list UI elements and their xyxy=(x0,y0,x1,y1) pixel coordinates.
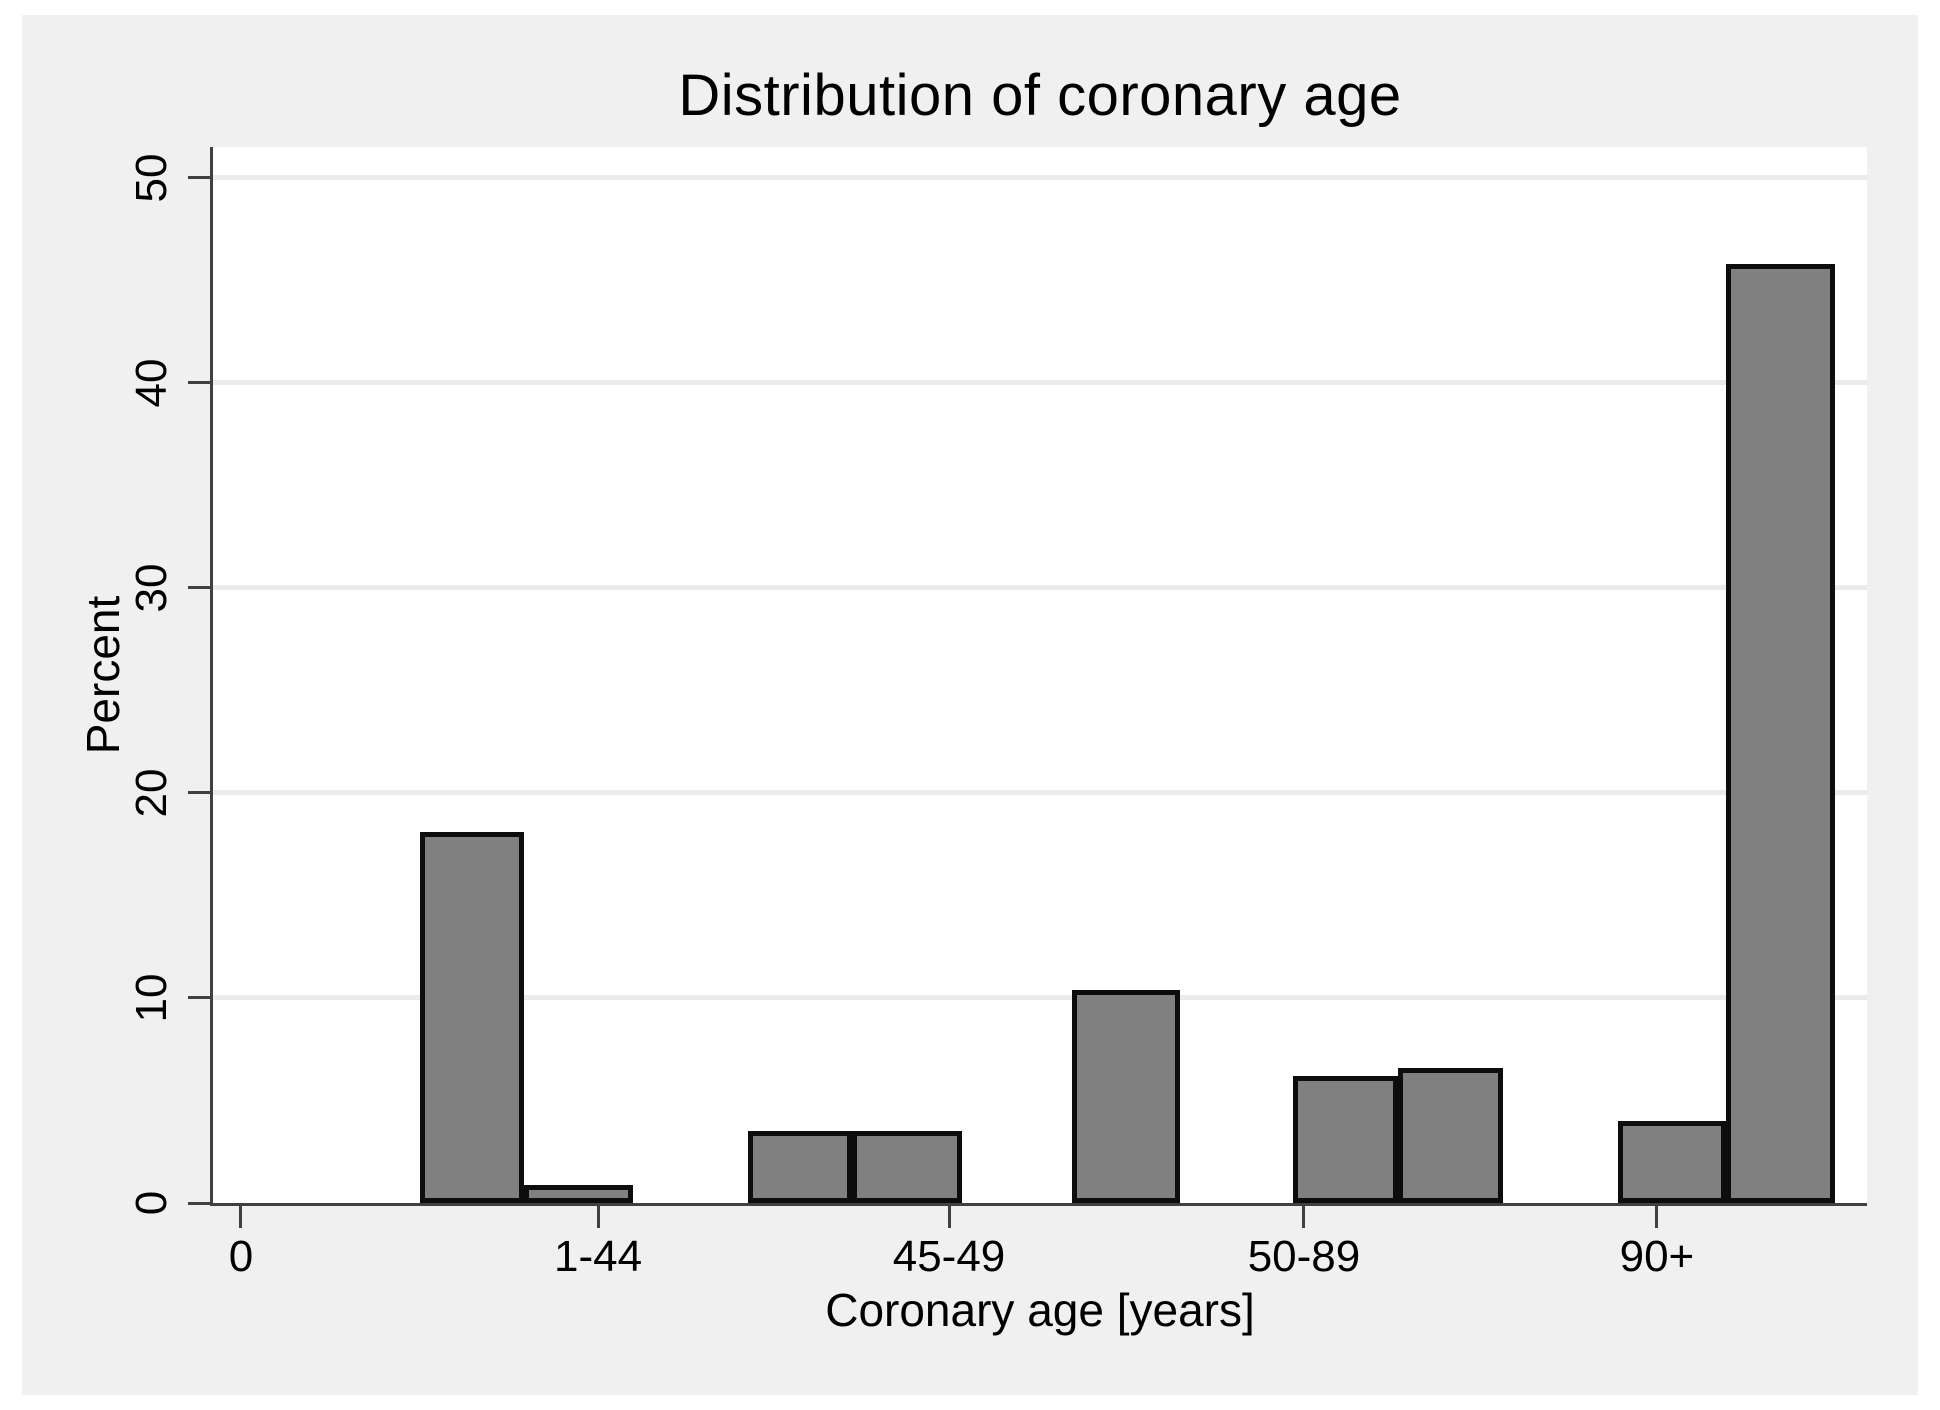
histogram-bar xyxy=(1071,989,1180,1203)
x-tick xyxy=(947,1206,951,1228)
plot-area xyxy=(210,147,1867,1206)
histogram-bar xyxy=(851,1131,962,1203)
chart-title: Distribution of coronary age xyxy=(678,63,1402,128)
histogram-bar xyxy=(420,831,525,1203)
x-tick-label: 90+ xyxy=(1619,1232,1695,1281)
histogram-bar xyxy=(748,1131,853,1203)
y-gridline xyxy=(213,585,1867,591)
x-tick-label: 45-49 xyxy=(892,1232,1006,1281)
y-tick xyxy=(188,586,210,590)
y-tick xyxy=(188,791,210,795)
x-tick xyxy=(1302,1206,1306,1228)
histogram-bar xyxy=(1397,1067,1503,1203)
x-tick xyxy=(1655,1206,1659,1228)
y-gridline xyxy=(213,175,1867,181)
histogram-bar xyxy=(523,1184,633,1203)
y-gridline xyxy=(213,790,1867,796)
histogram-bar xyxy=(1618,1120,1727,1203)
x-axis-title: Coronary age [years] xyxy=(825,1284,1255,1336)
y-tick xyxy=(188,996,210,1000)
x-tick xyxy=(596,1206,600,1228)
y-gridline xyxy=(213,995,1867,1001)
histogram-bar xyxy=(1293,1075,1399,1203)
x-tick xyxy=(239,1206,243,1228)
x-tick-label: 1-44 xyxy=(554,1232,643,1281)
x-tick-label: 0 xyxy=(228,1232,254,1281)
x-tick-label: 50-89 xyxy=(1247,1232,1361,1281)
y-tick xyxy=(188,381,210,385)
y-gridline xyxy=(213,380,1867,386)
histogram-bar xyxy=(1726,263,1836,1203)
y-tick xyxy=(188,1201,210,1205)
y-tick xyxy=(188,176,210,180)
